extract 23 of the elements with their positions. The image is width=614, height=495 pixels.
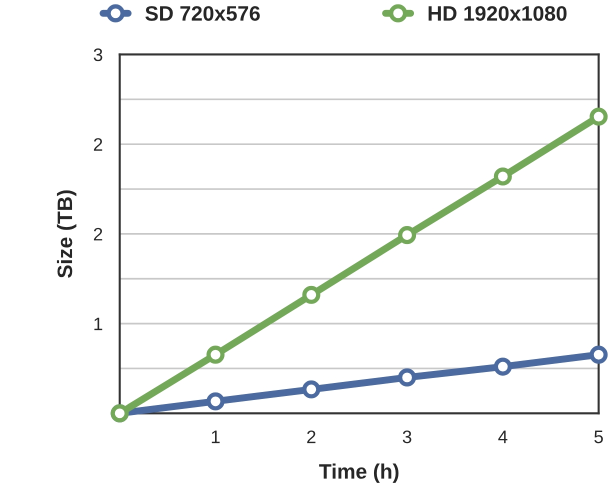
point: [494, 358, 512, 376]
point: [590, 346, 608, 364]
point: [206, 346, 225, 364]
legend-label: HD 1920x1080: [428, 6, 567, 21]
y-tick-label: 2: [94, 228, 102, 240]
point: [398, 226, 416, 244]
legend-label: SD 720x576: [145, 6, 260, 21]
point: [398, 368, 416, 386]
x-tick-label: 3: [402, 430, 412, 444]
point: [590, 108, 608, 126]
x-tick-label: 1: [212, 430, 220, 444]
x-tick-label: 5: [594, 430, 603, 444]
y-tick-label: 2: [94, 138, 102, 151]
point: [206, 392, 225, 410]
y-tick-label: 3: [94, 48, 102, 62]
point: [302, 286, 320, 304]
x-tick-label: 4: [498, 430, 508, 444]
x-axis-title: Time (h): [319, 463, 398, 483]
point: [302, 380, 320, 398]
y-tick-label: 1: [94, 318, 102, 330]
point: [494, 167, 512, 186]
y-axis-title: Size (TB): [56, 190, 76, 278]
x-tick-label: 2: [307, 430, 316, 444]
